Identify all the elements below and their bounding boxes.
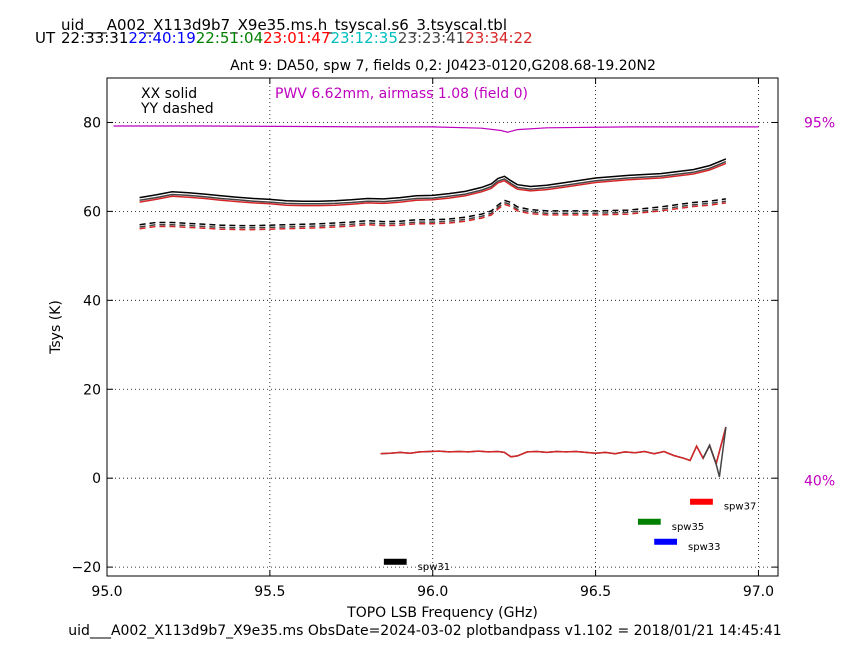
filename-title: uid___A002_X113d9b7_X9e35.ms.h_tsyscal.s… [61,16,507,35]
footer-info: uid___A002_X113d9b7_X9e35.ms ObsDate=202… [68,623,781,639]
transmission-curve [113,125,759,133]
ut-time-2: 22:51:04 [196,29,263,47]
x-tick-label: 95.0 [91,584,122,600]
spw-marker-label: spw31 [418,562,450,573]
ut-time-5: 23:23:41 [398,29,465,47]
series-yy-line [139,202,727,231]
series-xx-line [139,160,727,205]
transmission-percent-label: 95% [804,115,835,131]
y-tick-label: 60 [83,204,101,220]
plot-area: spw37 spw35 spw33 spw31 95.0 95.5 96.0 96.5 97.0… [48,77,835,621]
ut-time-4: 23:12:35 [331,29,398,47]
ut-time-0: 22:33:31 [61,29,128,47]
x-tick-label: 97.0 [743,584,774,600]
pwv-label: PWV 6.62mm, airmass 1.08 (field 0) [275,86,528,102]
series-yy-line [139,198,727,227]
ut-times: 22:33:31 22:40:19 22:51:04 23:01:47 23:12:35… [61,29,533,47]
x-axis-label: TOPO LSB Frequency (GHz) [346,605,538,621]
series-xx-line [139,162,727,207]
transmission-percent-label: 40% [804,473,835,489]
spw-marker-bar [690,498,713,505]
x-tick-label: 96.5 [580,584,611,600]
y-tick-label: 20 [83,382,101,398]
series-yy-line [139,200,727,229]
y-tick-label: −20 [71,560,101,576]
spw-marker-bar [383,558,407,565]
legend-text: XX solid [141,86,197,102]
y-axis-label: Tsys (K) [48,300,64,355]
plot-frame [106,77,779,577]
x-tick-label: 95.5 [254,584,285,600]
spw-marker-label: spw35 [672,522,704,533]
ut-time-6: 23:34:22 [465,29,532,47]
x-tick-label: 96.0 [417,584,448,600]
spw-marker-label: spw33 [688,542,720,553]
y-tick-label: 40 [83,293,101,309]
spw-marker-label: spw37 [724,502,756,513]
y-tick-label: 0 [92,471,101,487]
series-xx-line [380,426,727,467]
legend-text: YY dashed [140,101,214,117]
series-xx-line [702,426,727,477]
spw-marker-bar [654,538,678,545]
ut-label: UT [35,29,56,47]
ut-time-1: 22:40:19 [128,29,195,47]
ut-time-3: 23:01:47 [263,29,330,47]
spw-marker-bar [637,518,661,525]
plot-title: Ant 9: DA50, spw 7, fields 0,2: J0423-01… [230,58,656,74]
series-xx-line [139,158,727,202]
y-tick-label: 80 [83,115,101,131]
